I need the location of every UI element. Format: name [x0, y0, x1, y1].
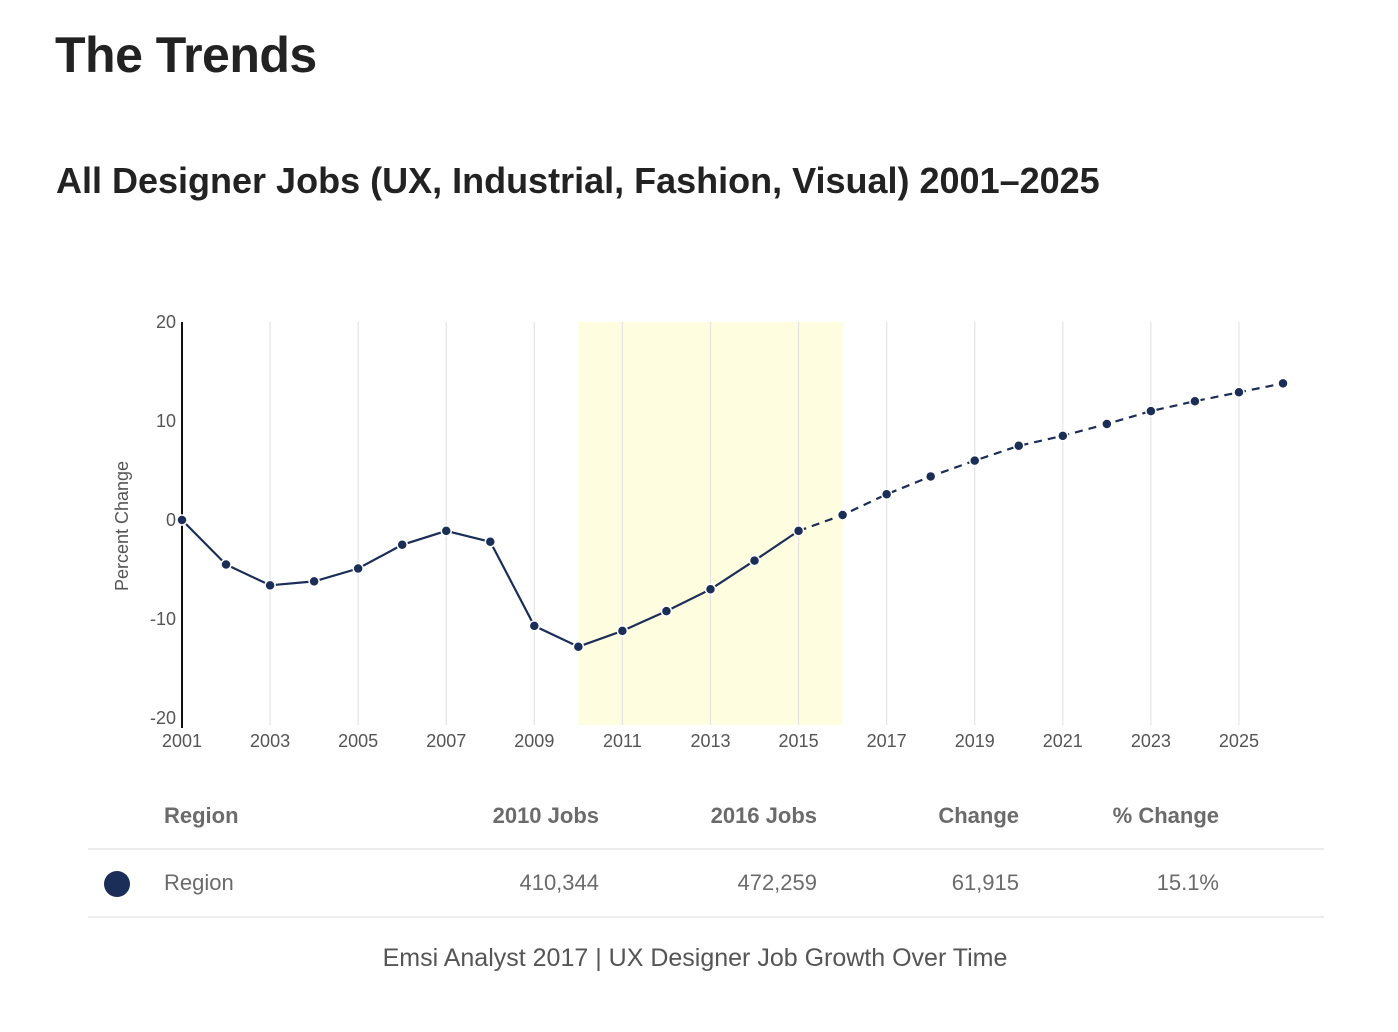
x-tick-label-2017: 2017 [867, 731, 907, 751]
data-point-2022 [1101, 418, 1113, 430]
x-tick-label-2007: 2007 [426, 731, 466, 751]
grid-layer [269, 322, 1240, 725]
data-point-2009 [528, 620, 541, 632]
x-tick-label-2023: 2023 [1131, 731, 1171, 751]
data-point-2003 [264, 579, 276, 592]
x-tick-label-2015: 2015 [779, 731, 819, 751]
series-marker-cell [88, 849, 164, 918]
x-tick-label-2025: 2025 [1219, 731, 1259, 751]
tick-label-layer: 20 10 0 -10 -20 2001 2003 2005 2007 2009 2011 2013 2… [112, 312, 1259, 751]
data-point-2024 [1189, 395, 1201, 407]
y-tick-label-0: 0 [166, 510, 176, 530]
spacer-cell [1219, 849, 1324, 918]
data-point-2014 [748, 554, 761, 567]
x-tick-label-2021: 2021 [1043, 731, 1083, 751]
data-point-2016 [836, 509, 849, 521]
data-point-2019 [968, 454, 981, 467]
y-axis-title: Percent Change [112, 461, 132, 591]
x-tick-label-2001: 2001 [162, 731, 202, 751]
x-tick-label-2009: 2009 [514, 731, 554, 751]
percent-change-column-header[interactable]: % Change [1019, 784, 1219, 850]
data-point-2006 [396, 539, 408, 551]
change-cell: 61,915 [817, 849, 1019, 918]
region-cell: Region [164, 849, 414, 918]
x-tick-label-2003: 2003 [250, 731, 290, 751]
jobs-2010-column-header[interactable]: 2010 Jobs [414, 784, 599, 850]
data-point-2004 [308, 575, 320, 588]
y-tick-label--10: -10 [150, 609, 176, 629]
data-point-2011 [616, 625, 629, 637]
data-point-2025 [1233, 386, 1245, 399]
data-point-2007 [440, 525, 452, 537]
percent-change-cell: 15.1% [1019, 849, 1219, 918]
table-header-row: Region 2010 Jobs 2016 Jobs Change % Chan… [88, 784, 1324, 850]
x-tick-label-2013: 2013 [690, 731, 730, 751]
series-line-projected [798, 382, 1284, 532]
page-heading: The Trends [55, 27, 317, 83]
table-row: Region 410,344 472,259 61,915 15.1% [88, 849, 1324, 918]
summary-table: Region 2010 Jobs 2016 Jobs Change % Chan… [88, 784, 1324, 918]
data-point-2023 [1145, 405, 1157, 417]
data-point-2001 [176, 514, 188, 526]
jobs-2016-column-header[interactable]: 2016 Jobs [599, 784, 817, 850]
data-point-2021 [1057, 430, 1069, 442]
data-point-2005 [352, 562, 364, 575]
x-tick-label-2019: 2019 [955, 731, 995, 751]
data-point-2017 [880, 488, 893, 501]
data-point-2008 [484, 536, 497, 548]
data-point-2002 [220, 558, 232, 571]
data-point-2020 [1013, 440, 1025, 452]
spacer-column-header [1219, 784, 1324, 850]
marker-column-header [88, 784, 164, 850]
y-tick-label-20: 20 [156, 312, 176, 332]
data-point-layer [176, 377, 1289, 653]
x-tick-label-2005: 2005 [338, 731, 378, 751]
y-tick-label-10: 10 [156, 411, 176, 431]
region-column-header[interactable]: Region [164, 784, 414, 850]
data-point-2010 [572, 640, 585, 653]
line-chart: 20 10 0 -10 -20 2001 2003 2005 2007 2009 2011 2013 2… [112, 312, 1289, 751]
series-marker-dot [104, 870, 130, 897]
chart-caption: Emsi Analyst 2017 | UX Designer Job Grow… [382, 944, 1008, 972]
x-tick-label-2011: 2011 [603, 731, 642, 751]
jobs-2016-cell: 472,259 [599, 849, 817, 918]
data-point-2026 [1277, 377, 1289, 390]
data-point-2012 [660, 605, 673, 617]
y-tick-label--20: -20 [150, 708, 176, 728]
change-column-header[interactable]: Change [817, 784, 1019, 850]
jobs-2010-cell: 410,344 [414, 849, 599, 918]
chart-title: All Designer Jobs (UX, Industrial, Fashi… [56, 160, 1100, 201]
data-point-2013 [704, 583, 717, 596]
data-point-2018 [924, 470, 937, 483]
data-point-2015 [792, 525, 805, 537]
